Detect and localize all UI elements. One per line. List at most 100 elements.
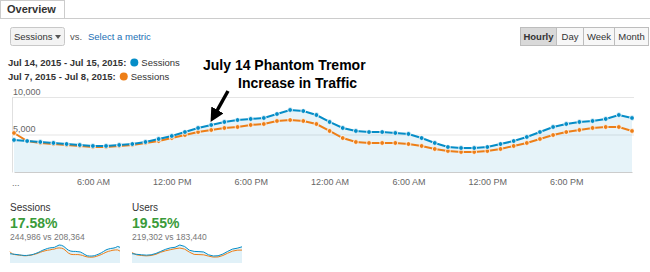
series-point [590,119,595,124]
scorecard-label[interactable]: Users [132,202,158,213]
series-point [25,139,30,144]
series-point [288,118,293,123]
scorecard-comparison: 244,986 vs 208,364 [10,232,85,242]
select-metric-link[interactable]: Select a metric [88,31,151,42]
series-point [12,138,16,143]
sparkline-line [10,245,120,256]
series-point [446,145,451,150]
series-point [590,126,595,131]
series-point [77,143,82,148]
series-point [183,130,188,135]
series-point [143,140,148,145]
series-point [603,117,608,122]
series-point [261,116,266,121]
x-tick-label: 12:00 AM [311,177,349,187]
series-point [406,132,411,137]
series-point [130,143,135,148]
series-point [248,117,253,122]
x-tick: 6:00 AM [77,172,110,187]
series-point [64,143,69,148]
tab-rule [64,18,650,19]
x-tick: 12:00 AM [311,172,349,187]
series-point [524,135,529,140]
granularity-button[interactable] [521,28,557,46]
x-tick: 6:00 PM [234,172,268,187]
series-point [340,136,345,141]
series-point [498,142,503,147]
x-axis: 6:00 AM 12:00 PM 6:00 PM 12:00 AM 6:00 AM 12:… [15,172,633,187]
series-point [327,129,332,134]
series-point [301,119,306,124]
legend-swatch [120,73,128,81]
granularity-label[interactable]: Day [562,31,579,42]
series-point [406,142,411,147]
series-point [538,137,543,142]
metric-dropdown[interactable] [11,28,65,46]
x-tick-label: 6:00 AM [77,177,110,187]
series-point [616,125,621,130]
granularity-button[interactable] [557,28,584,46]
series-point [393,131,398,136]
series-point [196,126,201,131]
granularity-label[interactable]: Hourly [523,31,554,42]
scorecard-label[interactable]: Sessions [10,202,51,213]
series-point [143,141,148,146]
series-point [630,129,634,134]
granularity-button[interactable] [584,28,615,46]
series-point [169,134,174,139]
series-point [117,143,122,148]
series-point [77,144,82,149]
x-tick-label: 6:00 AM [392,177,425,187]
series-point [222,120,227,125]
series-point [340,126,345,131]
legend-swatch [130,59,138,67]
tab-box[interactable] [1,1,65,19]
series-point [551,133,556,138]
metric-label[interactable]: Sessions [14,31,53,42]
granularity-label[interactable]: Month [618,31,644,42]
x-tick-label: 6:00 PM [234,177,268,187]
series-point [130,142,135,147]
x-tick-label: 6:00 PM [550,177,584,187]
legend-name: Sessions [141,57,180,68]
granularity-label[interactable]: Week [587,31,611,42]
x-tick: 12:00 PM [469,172,508,187]
series-point [393,141,398,146]
series-point [25,139,30,144]
series-point [498,147,503,152]
x-tick-label: 12:00 PM [153,177,192,187]
series-point [301,109,306,114]
series-point [235,125,240,130]
vs-label: vs. [70,31,82,42]
series-point [64,142,69,147]
scorecard-comparison: 219,302 vs 183,440 [132,232,207,242]
series-point [117,144,122,149]
dropdown-arrow[interactable] [55,35,61,39]
legend-period: Jul 14, 2015 - Jul 15, 2015: [8,57,126,68]
more-indicator[interactable]: ... [12,178,20,188]
tab-label[interactable]: Overview [7,3,56,15]
page: Overview Sessions vs. Select a metric Hourly… [0,0,650,272]
y-axis: 5,00010,000 [12,87,634,173]
series-point [209,123,214,128]
series-point [472,146,477,151]
sparkline-area [132,245,242,263]
annotation-text: July 14 Phantom Tremor [203,57,366,73]
series-point [288,108,293,113]
grid-line [12,97,634,98]
series-point [432,147,437,152]
scorecard-change: 17.58% [10,215,58,231]
series-point [38,141,43,146]
series-point [353,129,358,134]
series-point [353,140,358,145]
sparkline [132,245,242,263]
series-point [485,145,490,150]
sparkline-line [132,245,242,256]
series-point [51,141,56,146]
granularity-button[interactable] [615,28,649,46]
series-point [275,119,280,124]
series-point [314,122,319,127]
series-point [156,137,161,142]
series-point [577,128,582,133]
x-axis-line [15,172,633,173]
